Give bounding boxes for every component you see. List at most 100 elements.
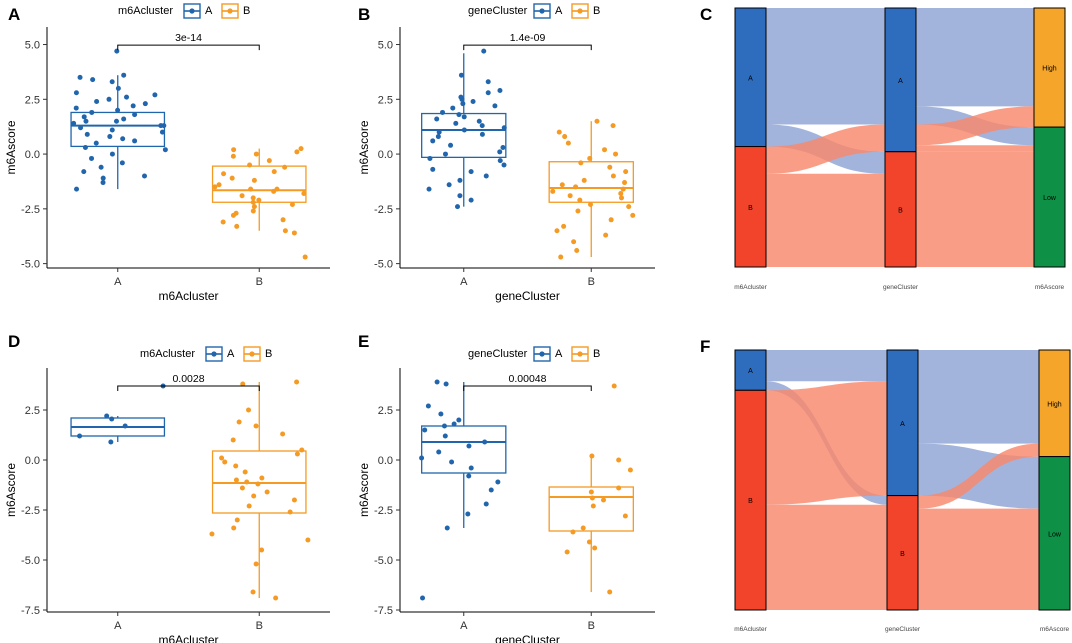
data-point xyxy=(442,433,448,439)
data-point xyxy=(430,166,436,172)
box-a xyxy=(421,382,507,528)
data-point xyxy=(239,485,245,491)
data-point xyxy=(578,160,584,166)
data-point xyxy=(581,177,587,183)
y-tick-label: -5.0 xyxy=(21,259,40,271)
panel-letter: E xyxy=(358,332,369,351)
data-point xyxy=(430,138,436,144)
data-point xyxy=(570,529,576,535)
data-point xyxy=(622,513,628,519)
data-point xyxy=(282,164,288,170)
data-point xyxy=(444,525,450,531)
sankey-node-label: Low xyxy=(1043,195,1057,202)
data-point xyxy=(448,142,454,148)
data-point xyxy=(556,129,562,135)
sankey-panel-f: F A B A B High Low m6Acluster geneCluster m6Ascor… xyxy=(700,337,1071,633)
sankey-flow xyxy=(766,173,885,267)
data-point xyxy=(259,475,265,481)
data-point xyxy=(574,247,580,253)
data-point xyxy=(558,254,564,260)
data-point xyxy=(250,199,256,205)
data-point xyxy=(468,197,474,203)
data-point xyxy=(427,155,433,161)
data-point xyxy=(627,467,633,473)
legend-key-a xyxy=(533,3,551,19)
data-point xyxy=(466,443,472,449)
data-point xyxy=(488,487,494,493)
data-point xyxy=(610,123,616,129)
data-point xyxy=(495,479,501,485)
data-point xyxy=(162,147,168,153)
sankey-axis-label: m6Ascore xyxy=(1035,284,1065,291)
data-point xyxy=(607,589,613,595)
data-point xyxy=(611,383,617,389)
data-point xyxy=(121,72,127,78)
legend-label-b: B xyxy=(593,5,600,17)
data-point xyxy=(234,517,240,523)
box-iqr xyxy=(421,425,507,474)
data-point xyxy=(230,153,236,159)
data-point xyxy=(90,77,96,83)
data-point xyxy=(271,188,277,194)
y-tick-label: 0.0 xyxy=(378,455,393,467)
legend-label-b: B xyxy=(265,348,272,360)
data-point xyxy=(93,140,99,146)
y-tick-label: 5.0 xyxy=(25,40,40,52)
data-point xyxy=(132,112,138,118)
y-axis-label: m6Ascore xyxy=(4,120,18,174)
legend-title: geneCluster xyxy=(468,5,528,17)
sankey-flow xyxy=(916,145,1034,152)
x-axis-label: geneCluster xyxy=(495,289,560,303)
legend-key-dot xyxy=(577,351,583,357)
data-point xyxy=(468,465,474,471)
sankey-node-label: B xyxy=(898,207,903,214)
data-point xyxy=(287,509,293,515)
box-b xyxy=(548,456,634,592)
data-point xyxy=(588,201,594,207)
data-point xyxy=(161,123,167,129)
sankey-panel-c: C A B A B High Low m6Acluster geneCluster m6Ascor… xyxy=(700,5,1066,291)
data-point xyxy=(81,169,87,175)
x-tick-label-b: B xyxy=(256,620,263,632)
data-point xyxy=(485,90,491,96)
data-point xyxy=(573,184,579,190)
data-point xyxy=(78,125,84,131)
data-point xyxy=(246,407,252,413)
sankey-node-label: A xyxy=(748,75,753,82)
data-point xyxy=(266,158,272,164)
legend-key-b xyxy=(571,346,589,362)
data-point xyxy=(586,539,592,545)
data-point xyxy=(492,103,498,109)
legend-key-dot xyxy=(211,351,217,357)
data-point xyxy=(159,129,165,135)
data-point xyxy=(71,120,77,126)
data-point xyxy=(554,228,560,234)
data-point xyxy=(98,164,104,170)
sankey-node-bar xyxy=(886,349,919,497)
data-point xyxy=(109,416,115,422)
legend-key-a xyxy=(205,346,223,362)
sankey-node-bar xyxy=(884,7,917,153)
data-point xyxy=(142,173,148,179)
sankey-node-m6acluster-b: B xyxy=(734,389,767,611)
x-tick-label-b: B xyxy=(588,276,595,288)
sankey-node-label: High xyxy=(1047,401,1062,408)
data-point xyxy=(456,417,462,423)
data-point xyxy=(608,217,614,223)
data-point xyxy=(466,473,472,479)
data-point xyxy=(501,125,507,131)
data-point xyxy=(613,151,619,157)
sankey-node-label: A xyxy=(748,368,753,375)
data-point xyxy=(230,212,236,218)
data-point xyxy=(456,112,462,118)
data-point xyxy=(233,477,239,483)
p-value-label: 3e-14 xyxy=(175,32,202,44)
data-point xyxy=(610,173,616,179)
data-point xyxy=(446,182,452,188)
legend-key-a xyxy=(533,346,551,362)
sankey-node-bar xyxy=(734,389,767,611)
sankey-flow xyxy=(766,8,885,125)
data-point xyxy=(425,403,431,409)
data-point xyxy=(622,180,628,186)
data-point xyxy=(291,230,297,236)
